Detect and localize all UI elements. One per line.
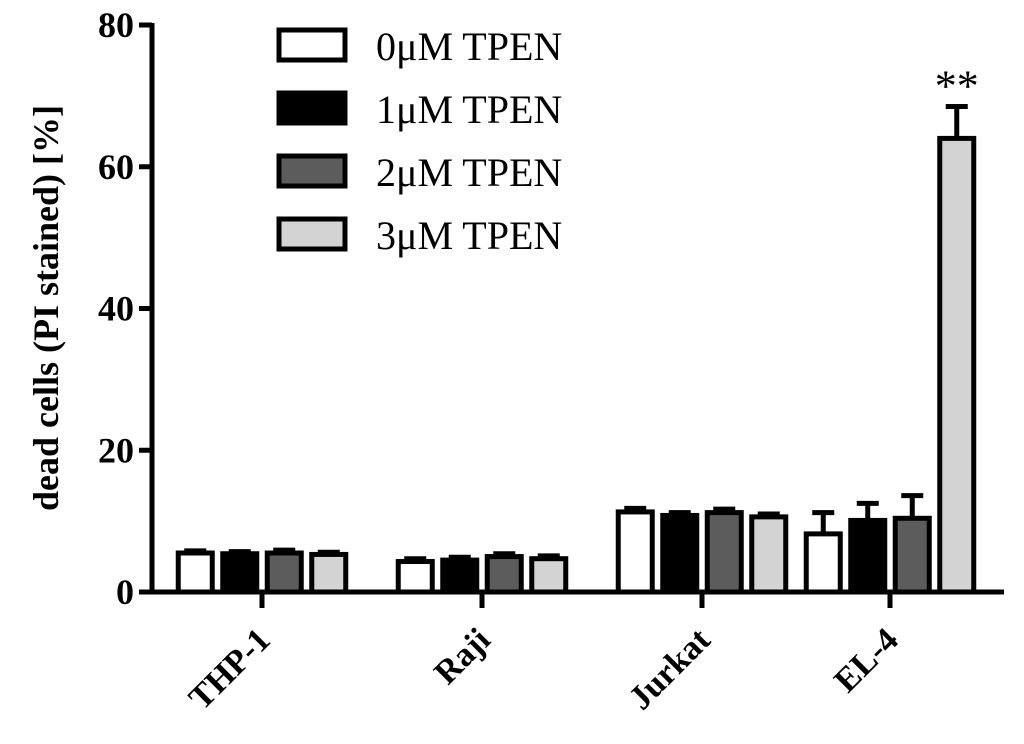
- legend-item: 3μM TPEN: [276, 213, 562, 258]
- bar: [803, 531, 843, 595]
- bar: [937, 135, 977, 595]
- legend: 0μM TPEN 1μM TPEN 2μM TPEN 3μM TPEN: [276, 24, 562, 258]
- y-tick-label: 40: [98, 289, 134, 329]
- error-bar: [901, 493, 924, 519]
- legend-label: 2μM TPEN: [376, 150, 562, 195]
- legend-label: 0μM TPEN: [376, 24, 562, 69]
- bar: [264, 550, 304, 595]
- significance-annotation: **: [935, 62, 979, 111]
- x-tick-label: Raji: [427, 621, 497, 691]
- y-tick-label: 0: [116, 572, 134, 612]
- bar: [660, 512, 700, 595]
- legend-item: 2μM TPEN: [276, 150, 562, 195]
- error-bar: [945, 104, 968, 139]
- bar: [440, 557, 480, 595]
- x-tick-label: THP-1: [182, 621, 278, 717]
- bar: [484, 554, 524, 595]
- bar: [749, 514, 789, 595]
- legend-item: 0μM TPEN: [276, 24, 562, 69]
- bar: [175, 550, 215, 595]
- bar: [395, 559, 435, 595]
- legend-label: 1μM TPEN: [376, 87, 562, 132]
- y-tick-label: 80: [98, 5, 134, 45]
- legend-swatch: [276, 27, 348, 63]
- legend-swatch: [276, 153, 348, 189]
- legend-label: 3μM TPEN: [376, 213, 562, 258]
- bar: [704, 510, 744, 595]
- error-bar: [812, 510, 835, 534]
- bar: [309, 551, 349, 595]
- error-bar: [856, 500, 879, 521]
- y-tick-label: 60: [98, 147, 134, 187]
- bar: [529, 556, 569, 595]
- legend-item: 1μM TPEN: [276, 87, 562, 132]
- bar: [615, 509, 655, 595]
- legend-swatch: [276, 90, 348, 126]
- bar: [848, 517, 888, 595]
- y-axis-title: dead cells (PI stained) [%]: [26, 105, 66, 511]
- y-tick-label: 20: [98, 430, 134, 470]
- bar: [220, 551, 260, 595]
- x-tick-label: EL-4: [827, 621, 905, 699]
- bar: [892, 515, 932, 595]
- x-tick-label: Jurkat: [622, 621, 718, 717]
- annotations: **: [935, 62, 979, 111]
- legend-swatch: [276, 216, 348, 252]
